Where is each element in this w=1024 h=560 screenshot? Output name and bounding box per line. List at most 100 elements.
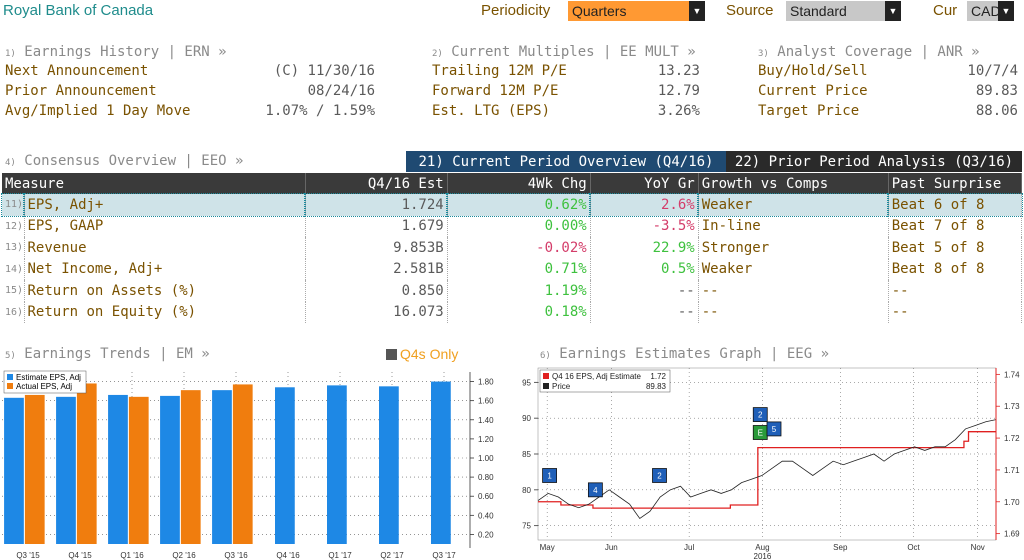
event-marker[interactable] — [652, 468, 667, 483]
x-tick-label: Q3 '15 — [16, 551, 40, 560]
y-tick-label: 0.80 — [478, 473, 494, 482]
col-est[interactable]: Q4/16 Est — [305, 173, 448, 194]
buy-hold-sell-row: Buy/Hold/Sell 10/7/4 — [758, 63, 1018, 79]
x-tick-label: Jul — [684, 543, 694, 552]
event-marker-label: 5 — [772, 425, 777, 434]
current-multiples-section: 2) Current Multiples | EE MULT » Trailin… — [432, 44, 700, 119]
y-tick-label: 1.00 — [478, 454, 494, 463]
source-dropdown[interactable]: Standard ▼ — [786, 1, 901, 21]
right-axis-label: 1.71 — [1004, 466, 1020, 475]
chart-legend — [539, 369, 671, 393]
current-price-row: Current Price 89.83 — [758, 83, 1018, 99]
right-axis-label: 1.72 — [1004, 434, 1020, 443]
bar-estimate — [327, 385, 347, 544]
col-comps[interactable]: Growth vs Comps — [698, 173, 889, 194]
y-tick-label: 0.20 — [478, 530, 494, 539]
earnings-trends-header[interactable]: 5) Earnings Trends | EM » — [5, 346, 210, 362]
table-row[interactable]: 13) Revenue 9.853B -0.02% 22.9% Stronger… — [2, 237, 1023, 259]
table-header-row: Measure Q4/16 Est 4Wk Chg YoY Gr Growth … — [2, 173, 1023, 194]
x-tick-label: Q1 '17 — [328, 551, 352, 560]
bar-estimate — [275, 387, 295, 544]
y-tick-label: 1.40 — [478, 416, 494, 425]
x-tick-label: Q3 '16 — [224, 551, 248, 560]
bar-estimate — [212, 390, 232, 544]
left-axis-label: 75 — [522, 522, 531, 531]
x-tick-label: Q1 '16 — [120, 551, 144, 560]
bar-actual — [128, 396, 149, 544]
legend-estimate-swatch — [7, 374, 13, 380]
consensus-overview-header[interactable]: 4) Consensus Overview | EEO » — [5, 153, 244, 169]
x-tick-label: Jun — [605, 543, 618, 552]
x-tick-label: Q2 '16 — [172, 551, 196, 560]
event-marker-label: 4 — [593, 486, 598, 495]
table-row[interactable]: 14) Net Income, Adj+ 2.581B 0.71% 0.5% W… — [2, 258, 1023, 280]
q4s-only-toggle[interactable]: Q4s Only — [386, 346, 458, 362]
right-axis-label: 1.69 — [1004, 530, 1020, 539]
current-multiples-header[interactable]: 2) Current Multiples | EE MULT » — [432, 44, 696, 60]
bar-actual — [180, 390, 201, 544]
periodicity-dropdown[interactable]: Quarters ▼ — [568, 1, 705, 21]
earnings-history-section: 1) Earnings History | ERN » Next Announc… — [5, 44, 375, 119]
x-tick-label: May — [540, 543, 555, 552]
event-marker[interactable] — [752, 407, 768, 422]
tab-current-period[interactable]: 21) Current Period Overview (Q4/16) — [406, 151, 726, 172]
x-tick-label: Aug — [755, 543, 769, 552]
x-tick-label: Q4 '16 — [276, 551, 300, 560]
x-tick-label: Q4 '15 — [68, 551, 92, 560]
year-label: 2016 — [754, 552, 772, 560]
col-surprise[interactable]: Past Surprise — [888, 173, 1023, 194]
legend-eps-swatch — [543, 373, 549, 379]
col-measure[interactable]: Measure — [2, 173, 306, 194]
bar-actual — [232, 384, 253, 544]
legend-actual-label: Actual EPS, Adj — [16, 382, 72, 391]
periodicity-label: Periodicity — [481, 2, 551, 19]
bar-actual — [76, 383, 97, 544]
legend-actual-swatch — [7, 383, 13, 389]
event-marker-label: 1 — [547, 472, 552, 481]
y-tick-label: 0.40 — [478, 511, 494, 520]
source-value: Standard — [790, 3, 847, 19]
analyst-coverage-header[interactable]: 3) Analyst Coverage | ANR » — [758, 44, 980, 60]
price-line — [537, 419, 997, 520]
right-axis-label: 1.70 — [1004, 498, 1020, 507]
col-4wk-chg[interactable]: 4Wk Chg — [447, 173, 591, 194]
x-tick-label: Nov — [971, 543, 985, 552]
table-row[interactable]: 16) Return on Equity (%) 16.073 0.18% --… — [2, 301, 1023, 323]
left-axis-label: 90 — [522, 414, 531, 423]
consensus-table: Measure Q4/16 Est 4Wk Chg YoY Gr Growth … — [1, 173, 1023, 323]
event-marker-label: 2 — [758, 411, 763, 420]
legend-price-label: Price — [552, 382, 571, 391]
table-row[interactable]: 15) Return on Assets (%) 0.850 1.19% -- … — [2, 280, 1023, 302]
periodicity-value: Quarters — [572, 3, 627, 19]
next-announcement-row: Next Announcement (C) 11/30/16 — [5, 63, 375, 79]
table-row[interactable]: 12) EPS, GAAP 1.679 0.00% -3.5% In-line … — [2, 215, 1023, 237]
currency-value: CAD — [971, 3, 1001, 19]
x-tick-label: Q3 '17 — [432, 551, 456, 560]
event-marker[interactable] — [542, 468, 557, 483]
bar-actual — [24, 394, 45, 544]
analyst-coverage-section: 3) Analyst Coverage | ANR » Buy/Hold/Sel… — [758, 44, 1018, 119]
event-marker-label: 2 — [657, 472, 662, 481]
company-name: Royal Bank of Canada — [3, 2, 154, 19]
forward-pe-row: Forward 12M P/E 12.79 — [432, 83, 700, 99]
bar-estimate — [56, 396, 76, 544]
chevron-down-icon: ▼ — [885, 1, 901, 21]
target-price-row: Target Price 88.06 — [758, 103, 1018, 119]
event-marker[interactable] — [587, 482, 603, 498]
prior-announcement-row: Prior Announcement 08/24/16 — [5, 83, 375, 99]
y-tick-label: 1.60 — [478, 397, 494, 406]
earnings-history-header[interactable]: 1) Earnings History | ERN » — [5, 44, 227, 60]
currency-dropdown[interactable]: CAD ▼ — [967, 1, 1014, 21]
col-yoy[interactable]: YoY Gr — [590, 173, 699, 194]
bar-estimate — [160, 395, 180, 544]
x-tick-label: Oct — [907, 543, 920, 552]
earnings-trends-chart: Q3 '15 Q4 '15 Q1 '16 Q2 '16 Q3 '16 Q4 '16 Q1 '… — [0, 368, 506, 560]
table-row[interactable]: 11) EPS, Adj+ 1.724 0.62% 2.6% Weaker Be… — [1, 193, 1023, 217]
trailing-pe-row: Trailing 12M P/E 13.23 — [432, 63, 700, 79]
estimates-graph-header[interactable]: 6) Earnings Estimates Graph | EEG » — [540, 346, 829, 362]
left-axis-label: 80 — [522, 486, 531, 495]
event-marker[interactable] — [766, 421, 782, 437]
tab-prior-period[interactable]: 22) Prior Period Analysis (Q3/16) — [726, 151, 1022, 172]
chart-legend — [3, 370, 87, 394]
y-tick-label: 1.80 — [478, 378, 494, 387]
